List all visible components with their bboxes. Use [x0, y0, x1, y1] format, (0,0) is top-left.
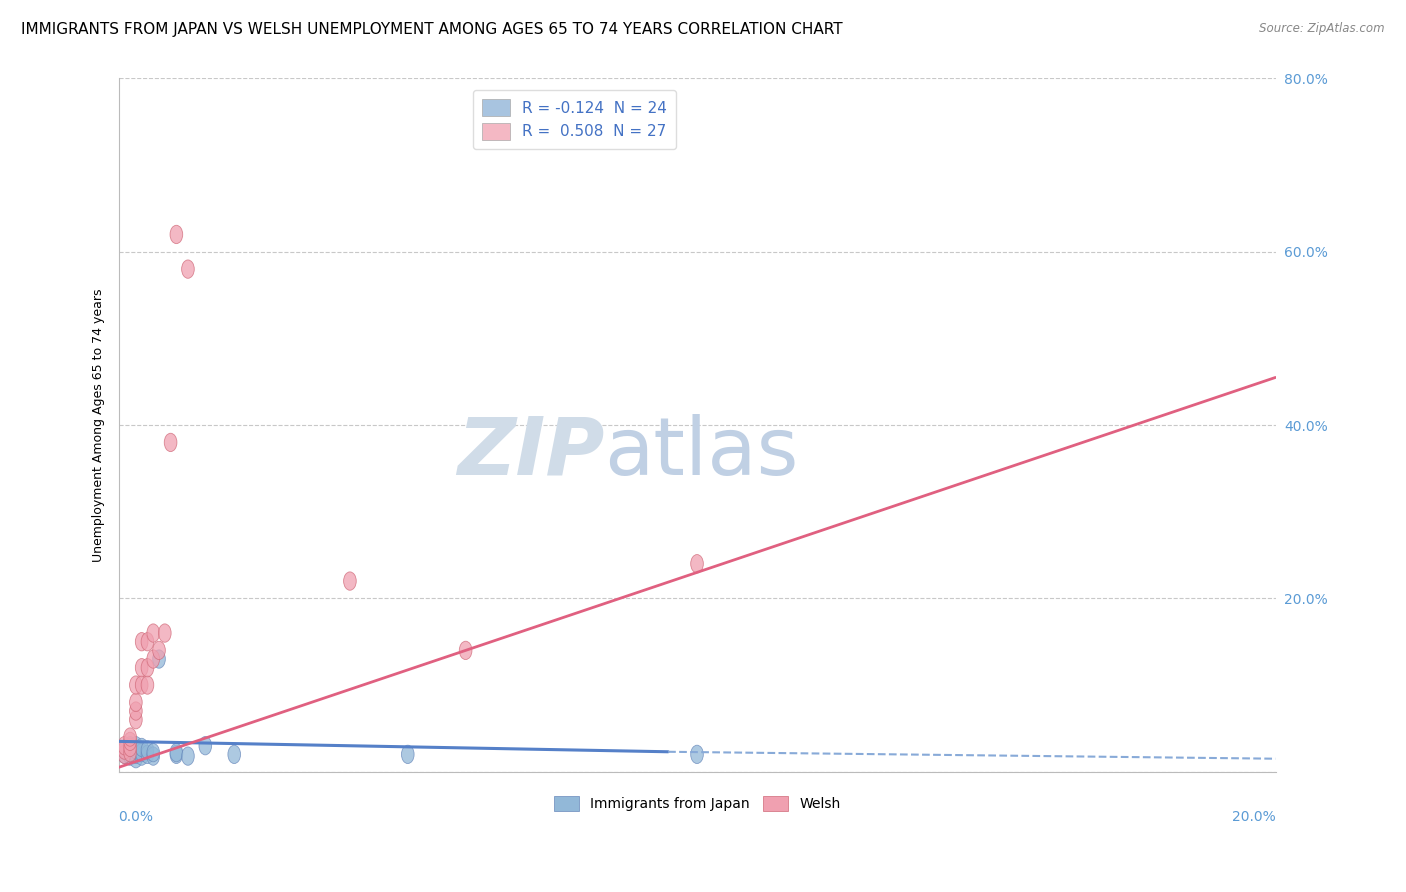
Ellipse shape [135, 658, 148, 677]
Ellipse shape [124, 728, 136, 747]
Ellipse shape [181, 747, 194, 765]
Ellipse shape [124, 732, 136, 750]
Ellipse shape [141, 745, 153, 764]
Ellipse shape [402, 745, 415, 764]
Ellipse shape [170, 745, 183, 764]
Ellipse shape [170, 226, 183, 244]
Ellipse shape [690, 555, 703, 573]
Ellipse shape [141, 741, 153, 759]
Ellipse shape [141, 676, 153, 694]
Ellipse shape [181, 260, 194, 278]
Ellipse shape [124, 737, 136, 755]
Text: Source: ZipAtlas.com: Source: ZipAtlas.com [1260, 22, 1385, 36]
Ellipse shape [124, 743, 136, 762]
Ellipse shape [129, 676, 142, 694]
Ellipse shape [146, 743, 159, 762]
Ellipse shape [135, 676, 148, 694]
Ellipse shape [228, 745, 240, 764]
Text: 20.0%: 20.0% [1232, 810, 1275, 824]
Text: IMMIGRANTS FROM JAPAN VS WELSH UNEMPLOYMENT AMONG AGES 65 TO 74 YEARS CORRELATIO: IMMIGRANTS FROM JAPAN VS WELSH UNEMPLOYM… [21, 22, 842, 37]
Ellipse shape [146, 650, 159, 668]
Ellipse shape [124, 739, 136, 756]
Ellipse shape [460, 641, 472, 659]
Ellipse shape [153, 641, 166, 659]
Ellipse shape [200, 737, 212, 755]
Ellipse shape [118, 741, 131, 759]
Ellipse shape [129, 749, 142, 768]
Ellipse shape [141, 632, 153, 651]
Ellipse shape [129, 702, 142, 720]
Ellipse shape [118, 745, 131, 764]
Ellipse shape [135, 739, 148, 756]
Ellipse shape [135, 632, 148, 651]
Ellipse shape [153, 650, 166, 668]
Ellipse shape [159, 624, 172, 642]
Ellipse shape [118, 737, 131, 755]
Ellipse shape [135, 747, 148, 765]
Ellipse shape [135, 743, 148, 762]
Text: 0.0%: 0.0% [118, 810, 153, 824]
Ellipse shape [146, 747, 159, 765]
Ellipse shape [129, 737, 142, 755]
Ellipse shape [146, 624, 159, 642]
Ellipse shape [129, 745, 142, 764]
Ellipse shape [690, 745, 703, 764]
Legend: Immigrants from Japan, Welsh: Immigrants from Japan, Welsh [548, 791, 846, 817]
Ellipse shape [141, 658, 153, 677]
Ellipse shape [124, 747, 136, 765]
Ellipse shape [129, 693, 142, 712]
Ellipse shape [129, 711, 142, 729]
Y-axis label: Unemployment Among Ages 65 to 74 years: Unemployment Among Ages 65 to 74 years [93, 288, 105, 562]
Text: atlas: atlas [605, 414, 799, 491]
Ellipse shape [129, 741, 142, 759]
Text: ZIP: ZIP [457, 414, 605, 491]
Ellipse shape [124, 743, 136, 762]
Ellipse shape [118, 741, 131, 759]
Ellipse shape [170, 743, 183, 762]
Ellipse shape [165, 434, 177, 451]
Ellipse shape [118, 745, 131, 764]
Ellipse shape [343, 572, 356, 591]
